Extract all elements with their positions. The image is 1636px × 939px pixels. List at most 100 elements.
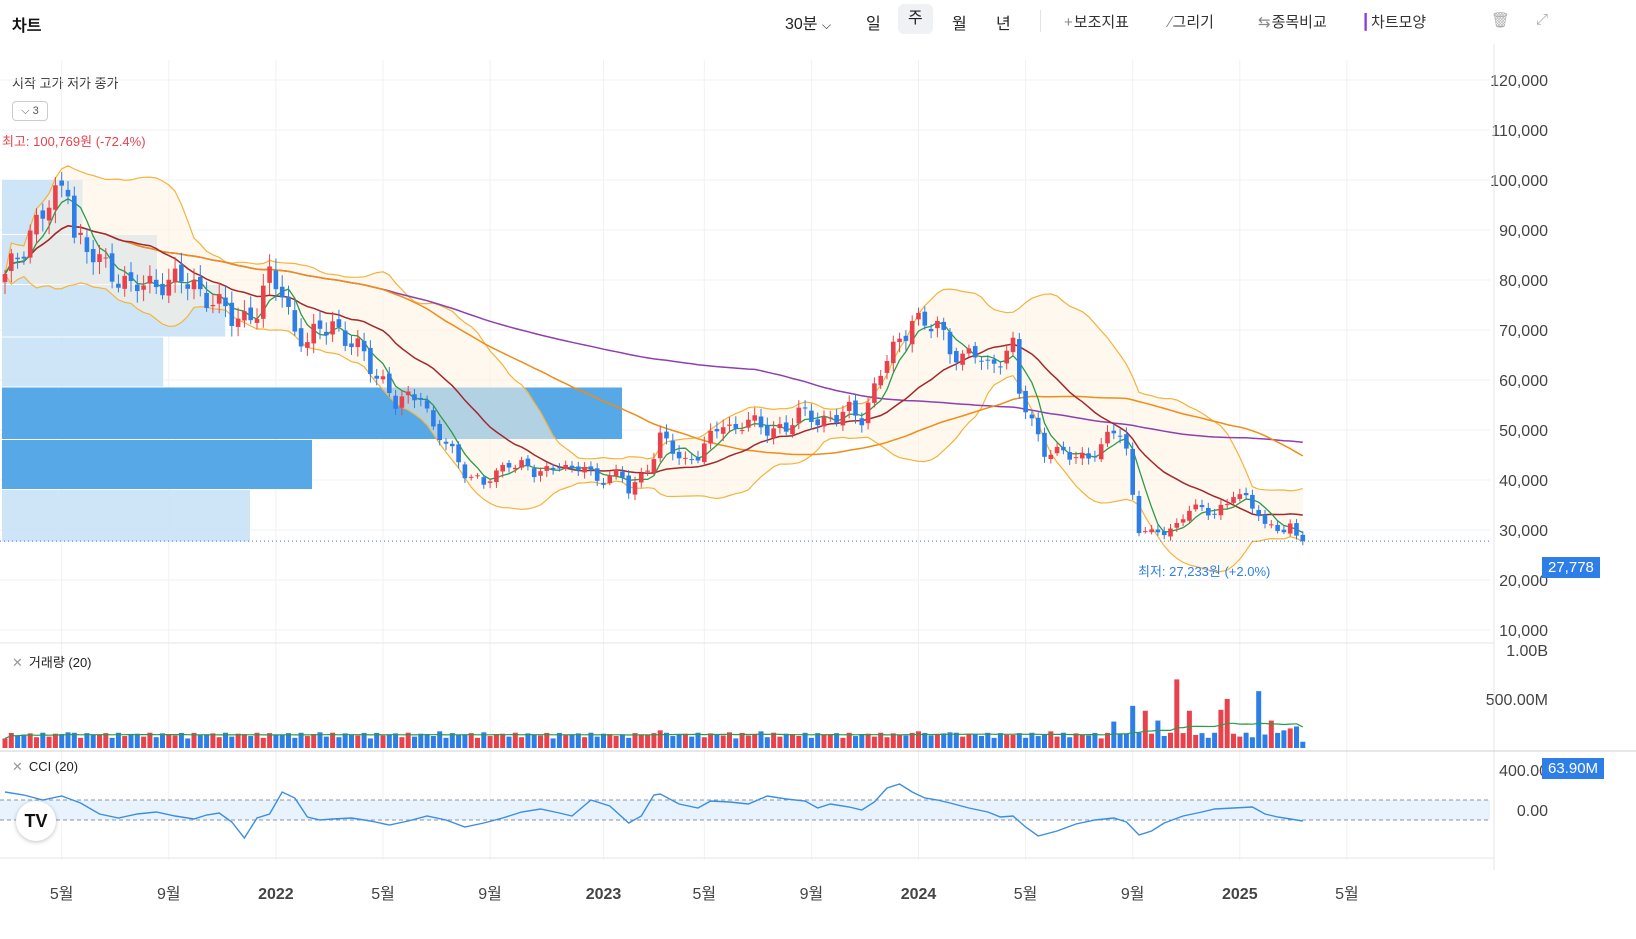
candle-body bbox=[431, 410, 436, 427]
candle-body bbox=[34, 214, 39, 235]
candle-body bbox=[267, 266, 272, 283]
volume-bar bbox=[342, 733, 348, 748]
tradingview-logo-icon[interactable]: TV bbox=[16, 801, 56, 841]
candle-body bbox=[872, 383, 877, 403]
candle-body bbox=[853, 400, 858, 416]
price-tick-label: 70,000 bbox=[1499, 323, 1548, 340]
volume-bar bbox=[134, 733, 140, 748]
volume-bar bbox=[71, 732, 77, 748]
volume-bar bbox=[1023, 737, 1029, 748]
candle-body bbox=[292, 310, 298, 332]
candle-body bbox=[387, 373, 392, 394]
tab-month[interactable]: 월 bbox=[952, 16, 967, 33]
candle-body bbox=[1269, 524, 1274, 526]
close-icon[interactable]: ✕ bbox=[12, 655, 23, 670]
price-tick-label: 110,000 bbox=[1491, 123, 1548, 140]
candle-body bbox=[1029, 414, 1035, 419]
draw-button[interactable]: ∕그리기 bbox=[1169, 11, 1214, 32]
candle-body bbox=[1218, 504, 1224, 516]
volume-panel-label: ✕ 거래량 (20) bbox=[12, 652, 92, 671]
draw-label: 그리기 bbox=[1172, 14, 1214, 31]
candle-body bbox=[298, 328, 304, 347]
volume-bar bbox=[1218, 709, 1224, 748]
candle-body bbox=[809, 410, 814, 422]
volume-bar bbox=[676, 734, 682, 748]
candle-body bbox=[305, 342, 310, 348]
expand-icon[interactable]: ⤢ bbox=[1536, 11, 1549, 28]
volume-bar bbox=[1067, 737, 1073, 748]
candle-body bbox=[286, 296, 291, 307]
volume-bar bbox=[493, 734, 499, 748]
candle-body bbox=[1073, 457, 1079, 459]
volume-bar bbox=[1281, 730, 1287, 748]
volume-bar bbox=[1149, 733, 1155, 748]
candle-body bbox=[985, 359, 991, 361]
volume-bar bbox=[689, 736, 695, 748]
candle-body bbox=[160, 283, 165, 296]
legend-collapse-toggle[interactable]: ⌵ 3 bbox=[12, 101, 48, 121]
indicator-label: 보조지표 bbox=[1073, 14, 1129, 31]
candle-body bbox=[481, 477, 487, 485]
close-icon[interactable]: ✕ bbox=[12, 759, 23, 774]
volume-bar bbox=[185, 738, 191, 748]
candle-body bbox=[1212, 513, 1217, 515]
ma120-line bbox=[4, 225, 1303, 443]
volume-profile-bar bbox=[2, 285, 226, 337]
volume-bar bbox=[166, 734, 172, 748]
candle-body bbox=[494, 470, 499, 483]
volume-profile-bar bbox=[2, 490, 250, 542]
volume-bar bbox=[122, 736, 128, 748]
volume-bar bbox=[160, 733, 165, 748]
candle-body bbox=[557, 467, 562, 469]
volume-bar bbox=[664, 732, 669, 748]
candle-body bbox=[777, 424, 783, 429]
candle-body bbox=[1161, 531, 1167, 536]
candle-body bbox=[418, 397, 424, 400]
volume-bar bbox=[928, 735, 934, 748]
volume-bar bbox=[1029, 732, 1035, 748]
volume-bar bbox=[279, 734, 285, 748]
candle-body bbox=[513, 467, 518, 470]
candle-body bbox=[393, 395, 398, 409]
interval-dropdown[interactable]: 30분 ⌵ bbox=[785, 10, 831, 34]
candle-body bbox=[223, 297, 228, 307]
candle-body bbox=[261, 285, 266, 319]
volume-bar bbox=[1105, 732, 1110, 748]
volume-bar bbox=[204, 734, 210, 748]
chart-style-button[interactable]: ┃차트모양 bbox=[1361, 11, 1426, 32]
volume-bar bbox=[141, 736, 147, 748]
volume-bar bbox=[771, 732, 777, 748]
volume-bar bbox=[834, 733, 840, 748]
tab-week[interactable]: 주 bbox=[898, 4, 933, 34]
tab-year[interactable]: 년 bbox=[996, 16, 1011, 33]
volume-bar bbox=[790, 734, 795, 748]
candle-body bbox=[361, 340, 367, 352]
volume-bar bbox=[575, 733, 581, 748]
volume-bar bbox=[1243, 732, 1249, 748]
candle-body bbox=[462, 464, 468, 479]
compare-button[interactable]: ⇆종목비교 bbox=[1258, 11, 1327, 32]
time-tick-label: 2022 bbox=[258, 886, 294, 903]
candle-body bbox=[374, 375, 379, 379]
volume-bar bbox=[286, 733, 291, 748]
volume-bar bbox=[1237, 736, 1243, 748]
volume-bar bbox=[40, 732, 46, 748]
volume-bar bbox=[632, 733, 638, 748]
candle-body bbox=[1035, 417, 1041, 435]
indicator-button[interactable]: +보조지표 bbox=[1064, 11, 1129, 32]
candle-body bbox=[720, 427, 726, 434]
tab-day[interactable]: 일 bbox=[866, 16, 881, 33]
candle-body bbox=[204, 292, 209, 309]
candle-body bbox=[475, 475, 480, 477]
trash-icon[interactable]: 🗑 bbox=[1491, 12, 1511, 29]
candle-body bbox=[399, 396, 405, 408]
cci-band-fill bbox=[0, 800, 1490, 820]
collapse-count: 3 bbox=[32, 105, 39, 117]
volume-bar bbox=[846, 732, 852, 748]
candle-body bbox=[1243, 492, 1249, 496]
volume-bar bbox=[456, 734, 462, 748]
price-tick-label: 20,000 bbox=[1499, 573, 1548, 590]
candle-body bbox=[424, 400, 430, 409]
price-tick-label: 10,000 bbox=[1499, 623, 1548, 640]
